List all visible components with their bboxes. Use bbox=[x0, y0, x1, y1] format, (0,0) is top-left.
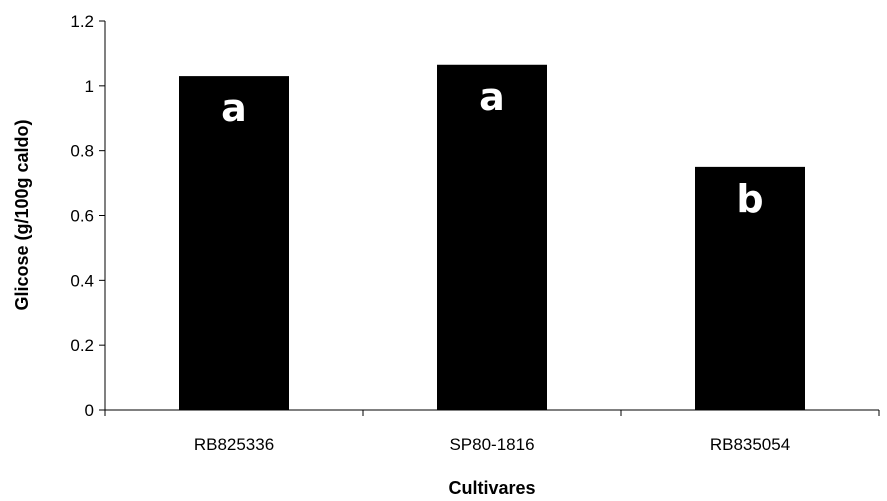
y-ticks-group: 0 0.2 0.4 0.6 0.8 1 1.2 bbox=[70, 12, 105, 420]
bar-significance-label-1: a bbox=[221, 86, 247, 130]
bar-significance-label-2: a bbox=[479, 75, 505, 119]
x-tick-label: RB825336 bbox=[194, 435, 274, 454]
bar-labels-group: a a b bbox=[221, 75, 763, 221]
y-axis-title: Glicose (g/100g caldo) bbox=[12, 119, 32, 310]
x-ticks-group: RB825336 SP80-1816 RB835054 bbox=[104, 410, 880, 454]
bars-group bbox=[179, 64, 805, 410]
y-tick-label: 0.6 bbox=[70, 207, 94, 226]
x-tick-label: RB835054 bbox=[710, 435, 790, 454]
x-tick-label: SP80-1816 bbox=[449, 435, 534, 454]
bar-1 bbox=[179, 76, 289, 410]
x-axis-title: Cultivares bbox=[448, 478, 535, 498]
y-tick-label: 1.2 bbox=[70, 12, 94, 31]
y-tick-label: 0.2 bbox=[70, 336, 94, 355]
bar-2 bbox=[437, 64, 547, 410]
y-tick-label: 0.4 bbox=[70, 271, 94, 290]
y-tick-label: 0.8 bbox=[70, 142, 94, 161]
y-tick-label: 1 bbox=[85, 77, 94, 96]
y-tick-label: 0 bbox=[85, 401, 94, 420]
bar-significance-label-3: b bbox=[736, 177, 763, 221]
bar-3 bbox=[695, 166, 805, 410]
